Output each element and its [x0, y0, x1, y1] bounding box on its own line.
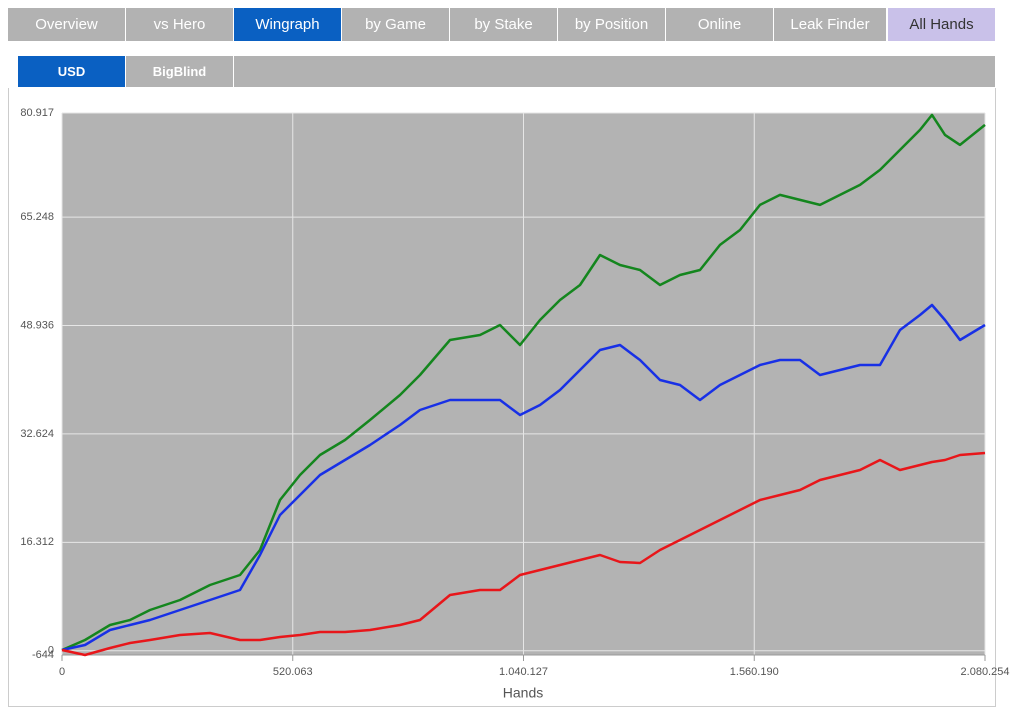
- series-line: [61, 451, 986, 657]
- subtab[interactable]: USD: [18, 56, 125, 87]
- y-tick-label: 65.248: [20, 211, 54, 223]
- x-axis-label: Hands: [503, 685, 543, 701]
- x-tick-label: 1.560.190: [730, 666, 779, 678]
- y-tick-label: 16.312: [20, 536, 54, 548]
- y-tick-label: 32.624: [20, 428, 54, 440]
- tab[interactable]: by Position: [558, 8, 665, 41]
- series-line: [61, 113, 986, 652]
- subtab-bar-fill: [234, 56, 995, 87]
- x-tick-label: 2.080.254: [961, 666, 1010, 678]
- tab[interactable]: Leak Finder: [774, 8, 886, 41]
- tab[interactable]: by Game: [342, 8, 449, 41]
- subtab[interactable]: BigBlind: [126, 56, 233, 87]
- y-tick-label: 48.936: [20, 319, 54, 331]
- y-tick-label: 0: [48, 645, 54, 657]
- tab[interactable]: All Hands: [888, 8, 995, 41]
- x-tick-label: 1.040.127: [499, 666, 548, 678]
- tab[interactable]: Wingraph: [234, 8, 341, 41]
- chart-panel: [8, 88, 996, 707]
- tab[interactable]: Overview: [8, 8, 125, 41]
- y-tick-label: 80.917: [20, 107, 54, 119]
- x-tick-label: 520.063: [273, 666, 313, 678]
- tab[interactable]: by Stake: [450, 8, 557, 41]
- tab[interactable]: Online: [666, 8, 773, 41]
- y-tick-label: -644: [32, 649, 54, 661]
- x-tick-label: 0: [59, 666, 65, 678]
- series-line: [61, 303, 986, 652]
- tab[interactable]: vs Hero: [126, 8, 233, 41]
